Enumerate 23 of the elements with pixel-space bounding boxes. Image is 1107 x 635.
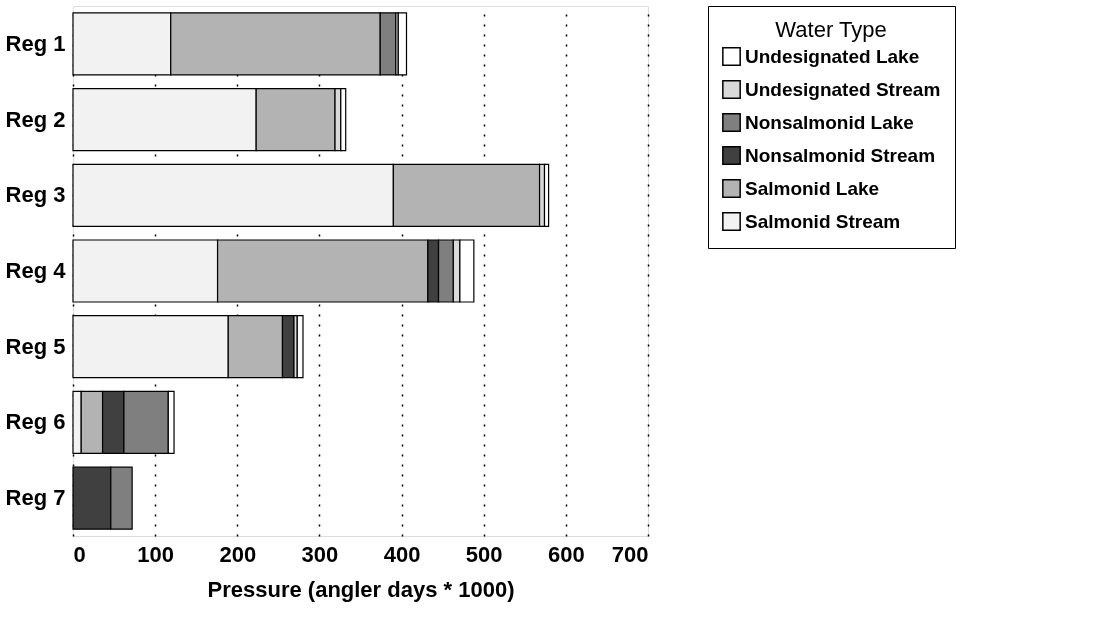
legend-label: Undesignated Stream [745, 78, 941, 100]
legend-label: Salmonid Stream [745, 210, 901, 232]
x-tick-label: 100 [137, 541, 174, 567]
x-tick-label: 300 [301, 541, 339, 567]
legend-label: Salmonid Lake [745, 177, 880, 199]
x-tick-label: 200 [219, 541, 257, 567]
x-tick-label: 0 [73, 541, 86, 567]
x-tick-label: 700 [611, 541, 649, 567]
x-axis-title: Pressure (angler days * 1000) [207, 576, 515, 602]
legend-label: Nonsalmonid Lake [745, 111, 914, 133]
legend-title: Water Type [775, 17, 887, 42]
y-tick-label: Reg 3 [5, 182, 66, 208]
legend-label: Nonsalmonid Stream [745, 144, 936, 166]
x-tick-label: 500 [465, 541, 503, 567]
x-tick-label: 400 [383, 541, 421, 567]
y-tick-label: Reg 4 [5, 258, 67, 283]
x-tick-label: 600 [548, 541, 585, 567]
y-tick-label: Reg 7 [5, 485, 66, 511]
legend-label: Undesignated Lake [745, 45, 920, 67]
y-tick-label: Reg 2 [5, 106, 66, 132]
y-tick-label: Reg 6 [5, 409, 66, 435]
y-tick-label: Reg 5 [5, 333, 66, 359]
y-tick-label: Reg 1 [5, 30, 66, 56]
